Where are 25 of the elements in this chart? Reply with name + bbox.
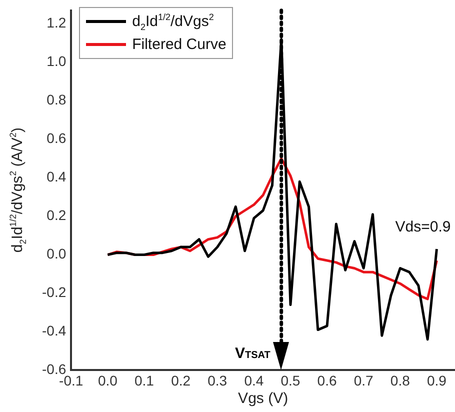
- x-tick-label: 0.0: [98, 372, 118, 388]
- y-tick-label: 0.4: [46, 168, 66, 185]
- y-tick-label: 1.0: [46, 53, 66, 70]
- y-tick-label: 0.0: [46, 246, 66, 262]
- y-tick-label: 1.2: [46, 14, 66, 31]
- y-tick-label: 0.8: [46, 92, 66, 108]
- y-tick-label: 0.2: [46, 207, 66, 224]
- x-tick-label: 0.2: [171, 372, 191, 388]
- x-tick-label: 0.5: [280, 372, 300, 388]
- legend-label: Filtered Curve: [132, 36, 226, 54]
- x-tick-label: 0.4: [244, 372, 264, 388]
- x-tick-label: 0.9: [426, 372, 447, 388]
- y-tick-label: -0.4: [42, 322, 66, 339]
- y-tick-label: -0.6: [42, 361, 66, 378]
- y-tick-label: 0.6: [46, 130, 66, 146]
- legend-label: d$_{2}$Id$^{1/2}$/dVgs$^{2}$: [132, 12, 214, 32]
- x-tick-label: 0.6: [317, 372, 337, 388]
- x-axis-title: Vgs (V): [238, 390, 288, 408]
- x-tick-label: 0.7: [354, 372, 374, 388]
- ref-line-label: VTSAT: [234, 345, 270, 362]
- x-tick-label: 0.3: [208, 372, 228, 388]
- annotation: Vds=0.9: [395, 218, 451, 236]
- x-tick-label: 0.1: [134, 372, 154, 388]
- x-tick-label: 0.8: [390, 372, 410, 388]
- y-tick-label: -0.2: [42, 284, 66, 300]
